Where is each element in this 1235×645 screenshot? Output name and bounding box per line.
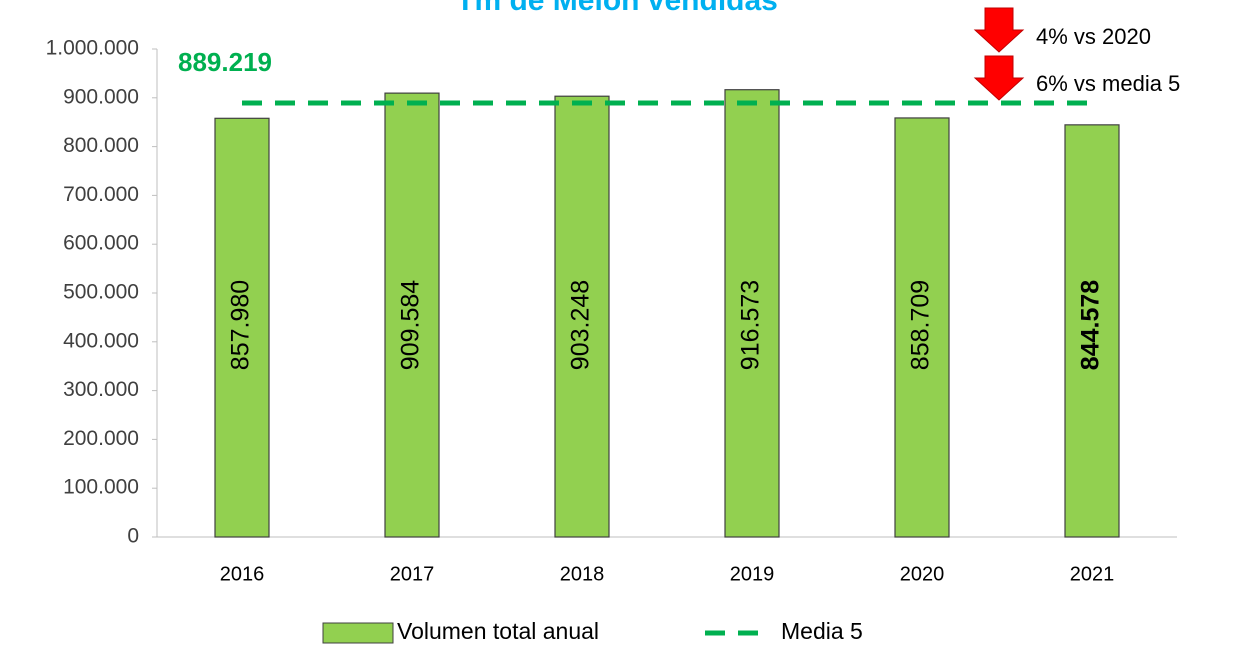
y-tick-label: 0 [127,525,139,548]
line-value-label: 889.219 [178,47,272,77]
bar [894,117,950,538]
y-tick-label: 100.000 [63,476,139,499]
y-tick-label: 700.000 [63,183,139,206]
bar-value-label: 909.584 [397,280,425,370]
y-tick-label: 600.000 [63,232,139,255]
x-tick-label: 2021 [1070,563,1115,585]
x-tick-label: 2017 [390,563,435,585]
bar-value-label: 916.573 [737,280,765,370]
annotation: 6% vs media 5 [1036,71,1180,96]
bar [554,95,610,538]
chart-title: Tm de Melón vendidas [456,0,778,17]
down-arrow [973,7,1025,53]
annotation: 4% vs 2020 [1036,24,1151,49]
bar-value-label: 857.980 [227,280,255,370]
down-arrow [973,55,1025,101]
x-tick-label: 2018 [560,563,605,585]
legend-swatch [322,622,394,644]
y-tick-label: 400.000 [63,329,139,352]
bar-value-label: 844.578 [1077,280,1105,370]
bar-value-label: 858.709 [907,280,935,370]
y-tick-label: 900.000 [63,85,139,108]
y-tick-label: 1.000.000 [46,37,139,60]
y-tick-label: 500.000 [63,281,139,304]
bar [214,117,270,538]
y-tick-label: 300.000 [63,378,139,401]
legend-label: Volumen total anual [397,618,599,644]
y-tick-label: 200.000 [63,427,139,450]
x-tick-label: 2019 [730,563,775,585]
bar [724,89,780,538]
bar [1064,124,1120,538]
bar [384,92,440,538]
bar-value-label: 903.248 [567,280,595,370]
x-tick-label: 2020 [900,563,945,585]
y-tick-label: 800.000 [63,134,139,157]
legend-label: Media 5 [781,618,863,644]
x-tick-label: 2016 [220,563,265,585]
